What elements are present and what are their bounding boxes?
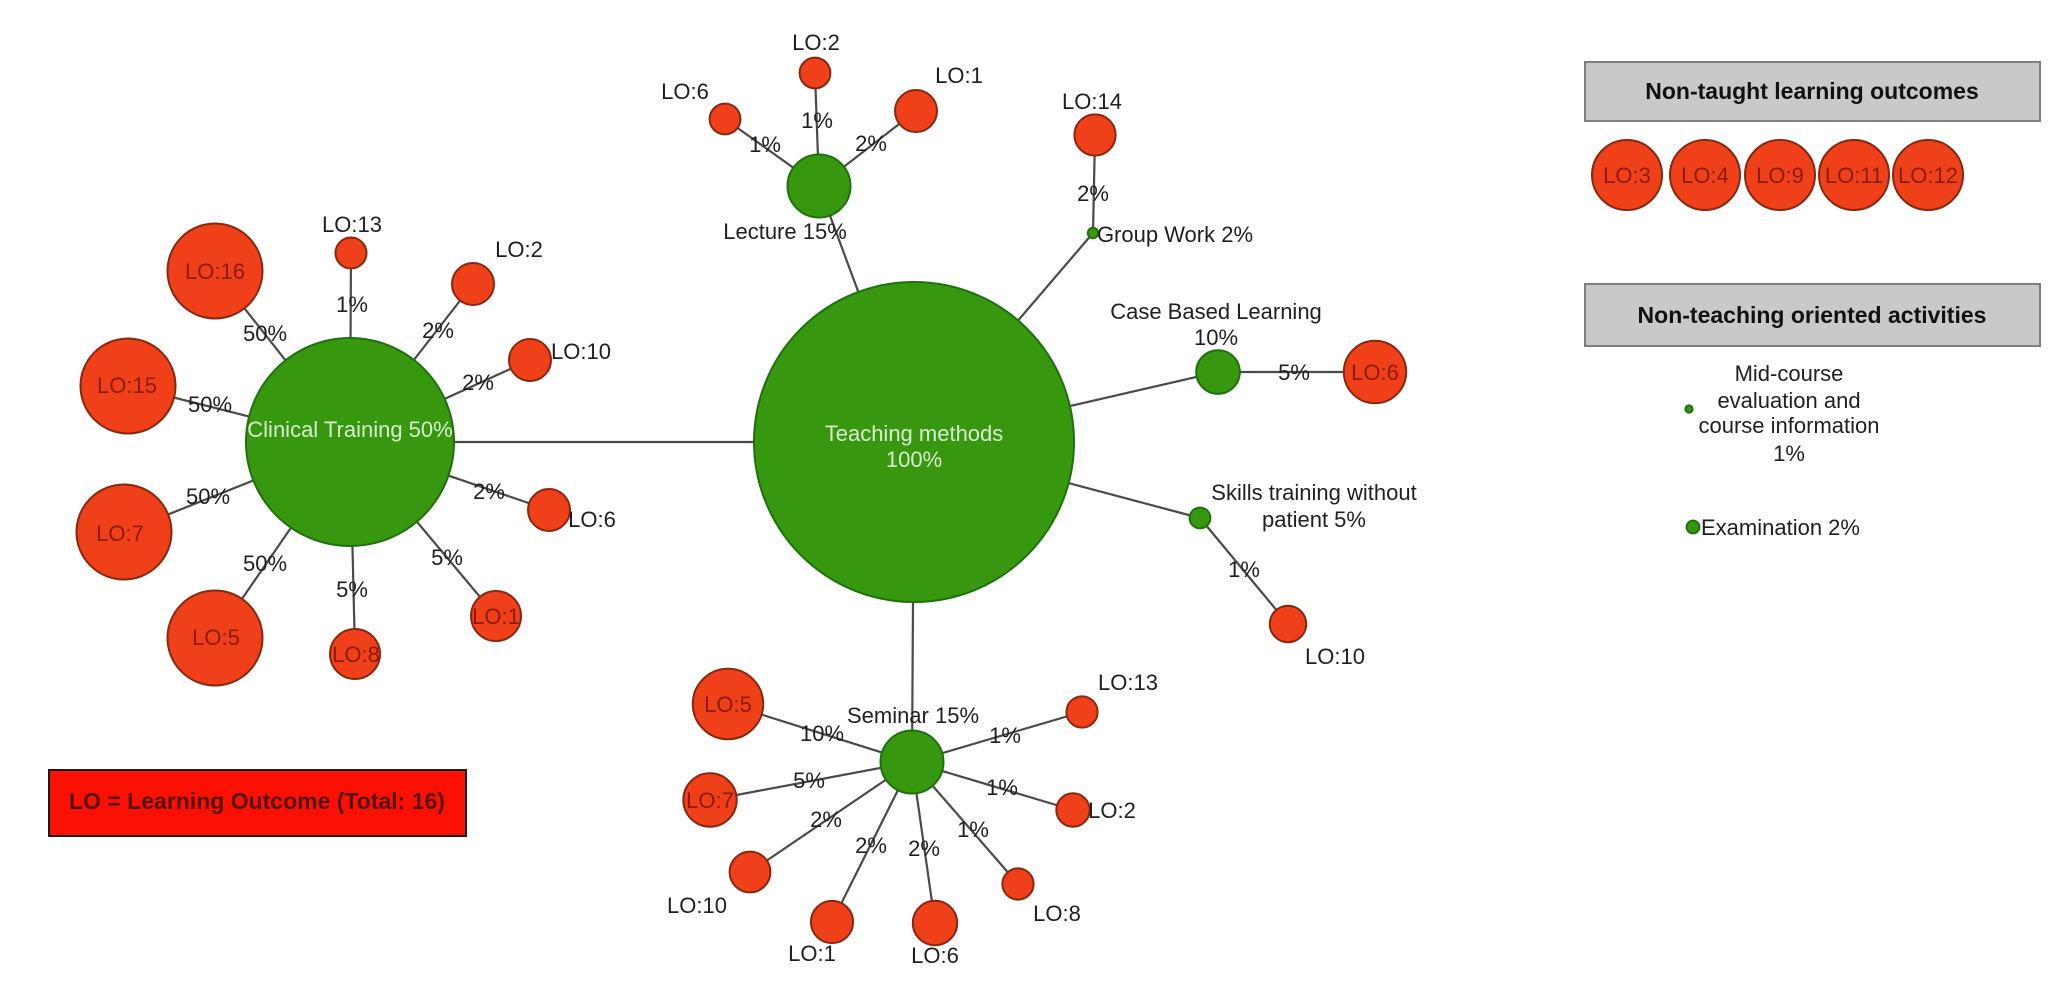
svg-text:Skills training without: Skills training without — [1211, 480, 1416, 505]
svg-text:LO:7: LO:7 — [96, 521, 144, 546]
svg-text:1%: 1% — [957, 817, 989, 842]
svg-text:2%: 2% — [422, 318, 454, 343]
svg-text:Seminar 15%: Seminar 15% — [847, 703, 979, 728]
svg-text:10%: 10% — [800, 721, 844, 746]
svg-text:5%: 5% — [336, 577, 368, 602]
svg-text:100%: 100% — [886, 447, 942, 472]
svg-text:LO:5: LO:5 — [704, 692, 752, 717]
svg-text:50%: 50% — [188, 392, 232, 417]
svg-text:5%: 5% — [793, 768, 825, 793]
svg-text:1%: 1% — [1773, 441, 1805, 466]
svg-text:LO:5: LO:5 — [192, 625, 240, 650]
svg-text:LO:6: LO:6 — [1351, 360, 1399, 385]
svg-text:1%: 1% — [986, 775, 1018, 800]
svg-text:Non-taught learning outcomes: Non-taught learning outcomes — [1645, 78, 1979, 104]
svg-text:Mid-course: Mid-course — [1735, 361, 1844, 386]
svg-text:2%: 2% — [473, 479, 505, 504]
svg-text:50%: 50% — [186, 484, 230, 509]
svg-text:1%: 1% — [749, 132, 781, 157]
svg-text:2%: 2% — [810, 807, 842, 832]
svg-text:LO = Learning Outcome (Total:: LO = Learning Outcome (Total: 16) — [69, 788, 445, 814]
svg-text:50%: 50% — [243, 551, 287, 576]
svg-text:LO:1: LO:1 — [472, 604, 520, 629]
svg-text:LO:2: LO:2 — [495, 237, 543, 262]
svg-text:Lecture 15%: Lecture 15% — [723, 219, 847, 244]
svg-text:evaluation and: evaluation and — [1717, 388, 1860, 413]
svg-text:LO:2: LO:2 — [792, 30, 840, 55]
svg-text:LO:10: LO:10 — [1305, 644, 1365, 669]
svg-text:LO:15: LO:15 — [97, 373, 157, 398]
svg-text:10%: 10% — [1194, 325, 1238, 350]
svg-text:1%: 1% — [336, 292, 368, 317]
svg-text:LO:12: LO:12 — [1898, 163, 1958, 188]
svg-text:LO:4: LO:4 — [1681, 163, 1729, 188]
svg-text:1%: 1% — [989, 723, 1021, 748]
svg-text:LO:8: LO:8 — [332, 642, 380, 667]
svg-text:LO:8: LO:8 — [1033, 901, 1081, 926]
svg-text:1%: 1% — [801, 108, 833, 133]
svg-text:LO:13: LO:13 — [1098, 670, 1158, 695]
svg-text:2%: 2% — [855, 833, 887, 858]
svg-text:LO:14: LO:14 — [1062, 89, 1122, 114]
svg-text:LO:10: LO:10 — [551, 339, 611, 364]
svg-text:Clinical Training 50%: Clinical Training 50% — [247, 417, 452, 442]
svg-text:5%: 5% — [431, 545, 463, 570]
svg-text:2%: 2% — [462, 370, 494, 395]
svg-text:LO:6: LO:6 — [911, 943, 959, 968]
svg-text:LO:16: LO:16 — [185, 259, 245, 284]
svg-text:Teaching methods: Teaching methods — [825, 421, 1004, 446]
svg-text:LO:9: LO:9 — [1756, 163, 1804, 188]
svg-text:LO:11: LO:11 — [1825, 163, 1883, 188]
svg-text:patient 5%: patient 5% — [1262, 507, 1366, 532]
svg-text:Examination 2%: Examination 2% — [1701, 515, 1860, 540]
svg-text:1%: 1% — [1228, 557, 1260, 582]
svg-text:2%: 2% — [1077, 181, 1109, 206]
svg-text:course information: course information — [1699, 413, 1880, 438]
svg-text:LO:13: LO:13 — [322, 212, 382, 237]
svg-text:Non-teaching oriented activiti: Non-teaching oriented activities — [1638, 302, 1987, 328]
svg-text:LO:1: LO:1 — [935, 63, 983, 88]
svg-text:LO:1: LO:1 — [788, 941, 836, 966]
svg-text:5%: 5% — [1278, 360, 1310, 385]
svg-text:LO:10: LO:10 — [667, 893, 727, 918]
svg-text:LO:7: LO:7 — [686, 788, 734, 813]
svg-text:Case Based Learning: Case Based Learning — [1110, 299, 1322, 324]
svg-text:2%: 2% — [855, 131, 887, 156]
svg-text:LO:2: LO:2 — [1088, 798, 1136, 823]
svg-text:LO:6: LO:6 — [661, 79, 709, 104]
svg-text:50%: 50% — [243, 321, 287, 346]
svg-text:Group Work 2%: Group Work 2% — [1097, 222, 1253, 247]
svg-text:LO:6: LO:6 — [568, 507, 616, 532]
svg-text:2%: 2% — [908, 836, 940, 861]
svg-text:LO:3: LO:3 — [1603, 163, 1651, 188]
